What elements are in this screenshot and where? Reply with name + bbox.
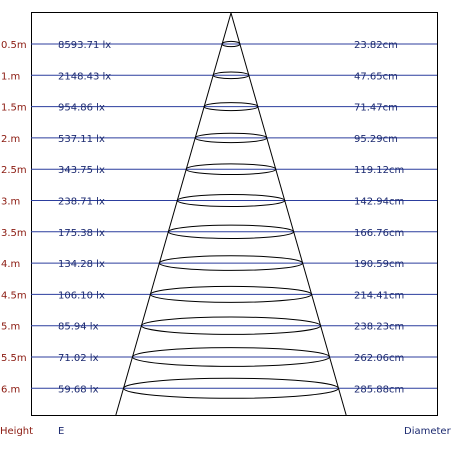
illuminance-value: 106.10 lx xyxy=(58,290,105,301)
illuminance-value: 343.75 lx xyxy=(58,165,105,176)
distance-label: 5.m xyxy=(1,322,20,333)
beam-ellipse xyxy=(221,40,241,48)
distance-label: 5.5m xyxy=(1,353,27,364)
illuminance-value: 134.28 lx xyxy=(58,259,105,270)
beam-ellipse xyxy=(140,316,322,335)
beam-ellipse xyxy=(167,224,295,239)
beam-ellipse xyxy=(212,71,250,80)
diameter-value: 166.76cm xyxy=(354,228,404,239)
distance-label: 3.5m xyxy=(1,228,27,239)
distance-label: 1.5m xyxy=(1,103,27,114)
beam-ellipse xyxy=(158,255,304,271)
cone-right-edge xyxy=(230,12,347,416)
diameter-value: 214.41cm xyxy=(354,290,404,301)
beam-ellipse xyxy=(194,132,268,144)
row-lines xyxy=(31,43,437,389)
diameter-column-label: Diameter xyxy=(404,426,452,437)
height-column-label: Height xyxy=(0,426,33,437)
beam-ellipse xyxy=(185,163,277,176)
diameter-value: 142.94cm xyxy=(354,197,404,208)
distance-label: 4.5m xyxy=(1,290,27,301)
distance-label: 0.5m xyxy=(1,40,27,51)
beam-ellipse xyxy=(176,194,286,207)
diameter-value: 119.12cm xyxy=(354,165,404,176)
illuminance-value: 954.86 lx xyxy=(58,103,105,114)
diameter-value: 71.47cm xyxy=(354,103,398,114)
diameter-value: 262.06cm xyxy=(354,353,404,364)
illuminance-column-label: E xyxy=(58,426,64,437)
diameter-value: 95.29cm xyxy=(354,134,398,145)
diameter-value: 47.65cm xyxy=(354,71,398,82)
illuminance-value: 175.38 lx xyxy=(58,228,105,239)
beam-ellipse xyxy=(131,347,331,367)
diameter-value: 238.23cm xyxy=(354,322,404,333)
distance-label: 1.m xyxy=(1,71,20,82)
distance-label: 3.m xyxy=(1,197,20,208)
plot-frame xyxy=(31,12,438,416)
illuminance-value: 8593.71 lx xyxy=(58,40,111,51)
beam-ellipse xyxy=(123,377,339,399)
beam-ellipse xyxy=(149,285,313,303)
illuminance-value: 2148.43 lx xyxy=(58,71,111,82)
distance-label: 2.5m xyxy=(1,165,27,176)
cone-left-edge xyxy=(115,12,232,416)
illuminance-value: 537.11 lx xyxy=(58,134,105,145)
illuminance-value: 238.71 lx xyxy=(58,197,105,208)
illuminance-value: 59.68 lx xyxy=(58,384,99,395)
row-labels: 0.5m 8593.71 lx 23.82cm 1.m 2148.43 lx 47.65c… xyxy=(1,40,404,395)
distance-label: 6.m xyxy=(1,384,20,395)
distance-label: 4.m xyxy=(1,259,20,270)
beam-ellipse xyxy=(203,102,259,112)
distance-label: 2.m xyxy=(1,134,20,145)
diameter-value: 285.88cm xyxy=(354,384,404,395)
diameter-value: 23.82cm xyxy=(354,40,398,51)
illuminance-value: 71.02 lx xyxy=(58,353,99,364)
illuminance-value: 85.94 lx xyxy=(58,322,99,333)
diameter-value: 190.59cm xyxy=(354,259,404,270)
beam-cone xyxy=(115,12,347,416)
